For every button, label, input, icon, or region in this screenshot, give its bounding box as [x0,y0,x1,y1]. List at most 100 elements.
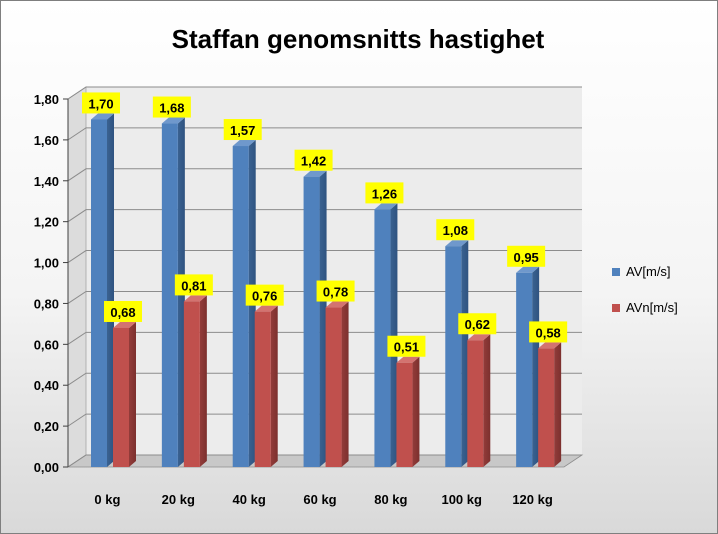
bar-top-0 [516,266,540,273]
side-wall [67,86,87,468]
data-label-bg [365,182,404,204]
data-label-bg [104,300,142,322]
bar-top-0 [232,140,256,147]
data-label-bg [387,335,426,357]
bar-top-1 [538,342,562,349]
bar-series-0 [161,123,178,468]
bar-side-1 [483,334,491,467]
data-label: 0,58 [535,325,560,340]
data-label: 1,70 [88,96,113,111]
data-label-bg [507,245,546,267]
y-axis-ticks: 0,00 0,20 0,40 0,60 0,80 1,00 1,20 1,40 1,60 1,80 [34,92,69,475]
bar-side-1 [554,342,562,467]
bar-side-1 [129,321,136,467]
bar-series-0 [374,209,391,467]
data-label: 0,76 [252,289,277,304]
chart-title: Staffan genomsnitts hastighet [172,24,545,54]
x-category-label: 40 kg [233,492,266,507]
data-label: 0,68 [110,305,135,320]
x-axis-categories: 0 kg 20 kg 40 kg 60 kg 80 kg 100 kg 120 kg [94,492,552,507]
x-category-label: 60 kg [303,492,336,507]
data-label-bg [294,149,333,171]
gridline [67,168,582,182]
data-label: 0,51 [394,340,419,355]
bar-top-0 [91,113,114,120]
bar-series-1 [538,348,555,467]
x-category-label: 120 kg [512,492,553,507]
x-category-label: 80 kg [374,492,407,507]
data-label-bg [436,219,475,241]
legend-entry-1: AVn[m/s] [626,300,678,315]
bar-side-0 [390,203,398,467]
data-label-bg [82,92,120,114]
y-tick-label: 1,20 [34,215,59,230]
x-category-label: 20 kg [162,492,195,507]
bar-side-0 [319,170,327,467]
bar-top-1 [254,305,278,312]
data-label: 1,57 [230,123,255,138]
gridline [67,331,582,345]
y-tick-label: 0,00 [34,460,59,475]
y-tick-label: 1,40 [34,174,59,189]
bar-series-0 [91,119,107,467]
y-tick-label: 1,00 [34,256,59,271]
x-category-label: 0 kg [94,492,120,507]
y-tick-label: 0,60 [34,337,59,352]
data-labels: 1,70 0,68 1,68 0,81 1,57 0,76 1,42 0,78 1,26 0,51… [82,92,568,357]
data-label-bg [245,284,284,306]
data-label: 0,95 [513,250,538,265]
data-label: 0,78 [323,285,348,300]
bar-side-1 [270,305,278,467]
data-label: 1,08 [443,223,468,238]
bar-series-1 [183,301,200,467]
legend-swatch-1 [612,304,620,312]
data-label-bg [174,274,213,296]
data-label-bg [223,119,262,141]
x-category-label: 100 kg [441,492,482,507]
legend: AV[m/s] AVn[m/s] [612,264,678,315]
bar-series-0 [445,246,462,467]
data-label: 0,81 [181,278,206,293]
bar-side-0 [532,266,540,467]
gridline [67,209,582,223]
data-label: 1,26 [372,186,397,201]
bar-series-0 [303,176,320,467]
bar-top-0 [161,117,185,124]
data-label-bg [152,96,191,118]
bar-series-0 [516,272,533,467]
bar-side-0 [461,240,469,467]
y-tick-label: 0,40 [34,378,59,393]
legend-swatch-0 [612,268,620,276]
bar-top-0 [374,203,398,210]
bar-series-0 [232,146,249,467]
bar-top-1 [183,295,207,302]
y-tick-label: 0,20 [34,419,59,434]
bar-top-1 [467,334,491,341]
gridline [67,127,582,141]
bar-top-1 [113,321,136,328]
bar-series-1 [467,340,484,467]
bar-series-1 [113,327,129,467]
bar-top-0 [303,170,327,177]
gridline [67,86,582,100]
data-label: 0,62 [465,317,490,332]
data-label: 1,42 [301,154,326,169]
bar-side-1 [199,295,207,467]
data-label-bg [458,313,497,335]
bar-series-1 [396,362,413,467]
bars [91,113,562,468]
bar-side-1 [412,356,420,467]
bar-side-0 [107,113,114,467]
bar-series-1 [325,307,342,467]
legend-entry-0: AV[m/s] [626,264,671,279]
data-label-bg [529,321,568,343]
y-tick-label: 1,80 [34,92,59,107]
bar-series-1 [254,311,271,467]
data-label: 1,68 [159,101,184,116]
y-tick-label: 0,80 [34,296,59,311]
bar-top-0 [445,240,469,247]
bar-side-1 [341,301,349,467]
y-tick-label: 1,60 [34,133,59,148]
data-label-bg [316,280,355,302]
